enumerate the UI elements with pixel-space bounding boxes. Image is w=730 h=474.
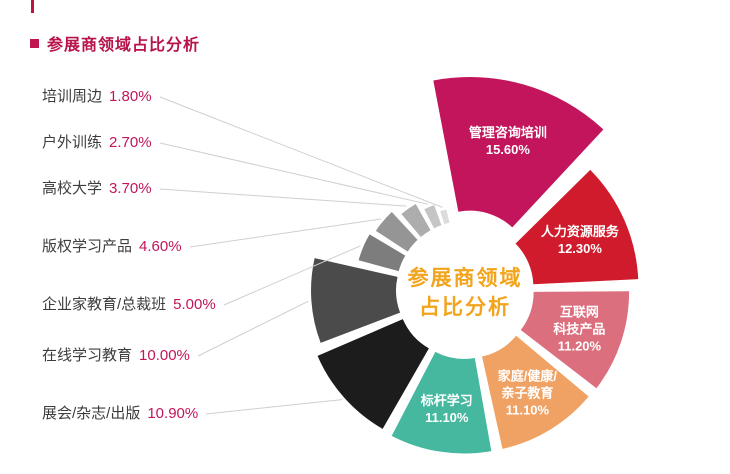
- slice-label-line: 12.30%: [557, 240, 602, 256]
- pie-slice-8: [375, 212, 418, 252]
- pie-slice-7: [358, 234, 406, 272]
- chart-title-row: 参展商领域占比分析: [30, 31, 200, 55]
- pie-slice-10: [424, 204, 442, 229]
- pie-slice-3: [482, 335, 589, 449]
- slice-label: 管理咨询培训 15.60%: [469, 124, 547, 158]
- leader-line: [223, 245, 361, 306]
- slice-label-line: 11.10%: [425, 409, 469, 425]
- slice-label: 标杆学习 11.10%: [421, 392, 473, 426]
- donut-center-label: 参展商领域 占比分析: [408, 264, 523, 322]
- slice-label-line: 科技产品: [553, 321, 606, 336]
- leader-line: [189, 218, 382, 248]
- legend-label: 高校大学 3.70%: [42, 178, 152, 200]
- slice-label: 家庭/健康/亲子教育 11.10%: [498, 367, 557, 418]
- leader-line: [159, 96, 443, 208]
- slice-label: 人力资源服务 12.30%: [541, 223, 619, 257]
- pie-slice-4: [391, 351, 492, 454]
- slice-label-line: 标杆学习: [420, 392, 473, 408]
- slice-label-line: 11.10%: [505, 402, 550, 418]
- pie-slice-11: [440, 209, 450, 225]
- slice-label-line: 人力资源服务: [540, 223, 619, 239]
- pie-slice-9: [401, 203, 431, 237]
- legend-label: 户外训练 2.70%: [42, 132, 152, 154]
- slice-label-line: 亲子教育: [501, 385, 554, 401]
- pie-slice-1: [515, 169, 639, 285]
- legend-label-text: 高校大学: [42, 180, 103, 197]
- pie-slice-5: [317, 319, 429, 429]
- title-bullet-icon: [30, 38, 39, 48]
- legend-label-percent: 10.90%: [147, 405, 199, 422]
- legend-label: 培训周边 1.80%: [42, 86, 152, 108]
- legend-label-text: 户外训练: [42, 134, 103, 151]
- pie-slice-2: [520, 291, 630, 389]
- slice-label: 互联网科技产品 11.20%: [553, 303, 605, 354]
- leader-line: [197, 300, 309, 357]
- legend-label: 版权学习产品 4.60%: [42, 236, 182, 258]
- slice-label-line: 家庭/健康/: [497, 368, 558, 384]
- donut-center-label-line2: 占比分析: [419, 296, 511, 319]
- page-accent-tick: [31, 0, 34, 13]
- pie-slice-6: [311, 258, 401, 343]
- legend-label-text: 培训周边: [42, 88, 103, 105]
- legend-label-text: 在线学习教育: [42, 347, 133, 364]
- leader-line: [205, 399, 342, 415]
- slice-label-line: 管理咨询培训: [468, 125, 547, 141]
- legend-label-text: 企业家教育/总裁班: [42, 296, 167, 313]
- legend-label-percent: 3.70%: [109, 180, 152, 197]
- legend-label: 展会/杂志/出版 10.90%: [42, 403, 198, 425]
- legend-label-percent: 5.00%: [173, 296, 216, 313]
- legend-label-text: 展会/杂志/出版: [42, 405, 141, 422]
- legend-label-percent: 2.70%: [109, 134, 152, 151]
- leader-line: [159, 188, 407, 207]
- slice-label-line: 互联网: [559, 304, 599, 319]
- page-title: 参展商领域占比分析: [47, 37, 201, 54]
- legend-label-percent: 10.00%: [139, 347, 190, 364]
- legend-label-text: 版权学习产品: [42, 238, 133, 255]
- leader-line: [159, 142, 429, 205]
- legend-label-percent: 1.80%: [109, 88, 152, 105]
- legend-label: 企业家教育/总裁班 5.00%: [42, 294, 216, 316]
- pie-slice-0: [433, 76, 604, 228]
- slice-label-line: 11.20%: [557, 338, 602, 353]
- slice-label-line: 15.60%: [485, 142, 530, 158]
- legend-label-percent: 4.60%: [139, 238, 182, 255]
- legend-label: 在线学习教育 10.00%: [42, 345, 190, 367]
- donut-center-label-line1: 参展商领域: [407, 267, 523, 290]
